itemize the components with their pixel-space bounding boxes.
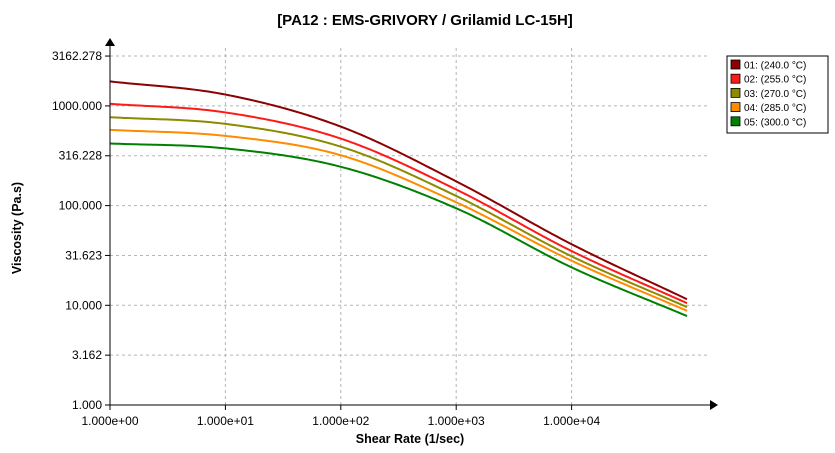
legend: 01: (240.0 °C) 02: (255.0 °C) 03: (270.0 °… — [726, 55, 829, 134]
y-tick-label: 316.228 — [59, 149, 103, 163]
legend-label: 03: (270.0 °C) — [744, 89, 806, 100]
legend-swatch — [730, 116, 741, 127]
legend-swatch — [730, 59, 741, 70]
legend-label: 01: (240.0 °C) — [744, 61, 806, 72]
y-axis-arrow — [105, 38, 115, 46]
y-tick-label: 1000.000 — [52, 99, 102, 113]
series-line-4 — [109, 128, 688, 312]
x-axis-label: Shear Rate (1/sec) — [356, 432, 464, 446]
legend-swatch — [730, 73, 741, 84]
grid-layer — [110, 48, 708, 405]
legend-swatch — [730, 88, 741, 98]
series-layer — [109, 80, 688, 317]
series-line-3 — [109, 116, 688, 308]
chart-title: [PA12 : EMS-GRIVORY / Grilamid LC-15H] — [277, 12, 573, 29]
x-tick-label: 1.000e+02 — [312, 414, 369, 428]
y-tick-label: 100.000 — [59, 199, 103, 213]
series-line-1 — [109, 80, 688, 301]
y-tick-label: 31.623 — [65, 248, 102, 262]
x-axis-arrow — [710, 400, 718, 410]
legend-swatch — [730, 102, 741, 112]
x-tick-label: 1.000e+04 — [543, 414, 600, 428]
series-line-5 — [109, 142, 688, 317]
axes-layer — [105, 38, 718, 410]
x-tick-label: 1.000e+03 — [428, 414, 485, 428]
legend-label: 05: (300.0 °C) — [744, 117, 806, 128]
series-line-2 — [109, 102, 688, 305]
x-tick-label: 1.000e+01 — [197, 414, 254, 428]
legend-box — [726, 55, 829, 134]
y-tick-label: 3.162 — [72, 348, 102, 362]
y-tick-label: 10.000 — [65, 298, 102, 312]
y-tick-label: 3162.278 — [52, 49, 102, 63]
y-axis-label: Viscosity (Pa.s) — [10, 182, 24, 274]
x-tick-label: 1.000e+00 — [81, 414, 138, 428]
y-tick-label: 1.000 — [72, 398, 102, 412]
tick-labels: 1.000 3.162 10.000 31.623 100.000 316.228 1000… — [52, 49, 601, 428]
legend-label: 04: (285.0 °C) — [744, 103, 806, 114]
legend-label: 02: (255.0 °C) — [744, 75, 806, 86]
